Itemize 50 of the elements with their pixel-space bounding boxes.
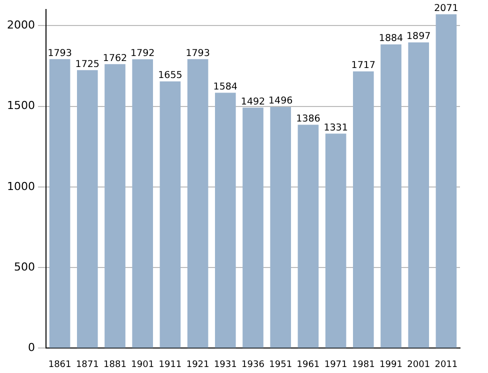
data-label: 1792: [130, 48, 155, 59]
bar: [408, 42, 430, 348]
data-label: 1331: [324, 122, 348, 134]
x-tick-label: 1951: [269, 360, 292, 370]
y-tick-label: 1000: [6, 180, 35, 193]
x-tick-label: 1881: [104, 360, 126, 370]
bar: [325, 134, 346, 348]
x-tick-label: 2001: [407, 360, 430, 370]
x-tick-label: 1921: [186, 360, 210, 370]
data-label: 1793: [48, 48, 72, 59]
bar: [270, 106, 292, 348]
bar: [76, 70, 98, 348]
x-tick-label: 1861: [48, 360, 72, 370]
bar: [214, 92, 236, 348]
x-tick-label: 1991: [380, 360, 402, 370]
data-label: 1793: [186, 48, 210, 59]
y-tick-label: 2000: [6, 18, 35, 32]
data-label: 1717: [351, 60, 376, 72]
y-tick-label: 0: [28, 341, 35, 354]
x-tick-label: 1971: [324, 360, 348, 370]
data-label: 1725: [75, 58, 100, 70]
bar: [380, 44, 402, 348]
bar: [352, 71, 374, 348]
x-tick-label: 1911: [158, 360, 182, 370]
x-tick-label: 2011: [434, 360, 458, 370]
y-tick-label: 1500: [6, 99, 35, 112]
x-tick-label: 1871: [76, 360, 99, 370]
bar: [242, 108, 264, 348]
x-tick-label: 1901: [131, 360, 154, 370]
bar: [160, 81, 181, 348]
x-tick-label: 1936: [242, 360, 265, 370]
bar: [436, 14, 457, 348]
data-label: 1496: [268, 96, 293, 107]
bar: [132, 59, 154, 348]
bar: [49, 59, 70, 348]
data-label: 1884: [378, 33, 404, 44]
data-label: 1762: [102, 52, 128, 64]
data-label: 1655: [158, 70, 182, 82]
data-label: 1386: [296, 113, 320, 124]
x-tick-label: 1981: [352, 360, 375, 370]
data-label: 1584: [213, 82, 238, 93]
data-label: 1492: [240, 96, 266, 108]
data-label: 2071: [434, 2, 458, 14]
bar: [298, 124, 319, 348]
x-tick-label: 1931: [214, 360, 237, 370]
bar: [187, 59, 208, 348]
data-label: 1897: [406, 31, 431, 42]
bar: [104, 64, 126, 348]
x-tick-label: 1961: [296, 360, 320, 370]
y-tick-label: 500: [14, 260, 35, 274]
